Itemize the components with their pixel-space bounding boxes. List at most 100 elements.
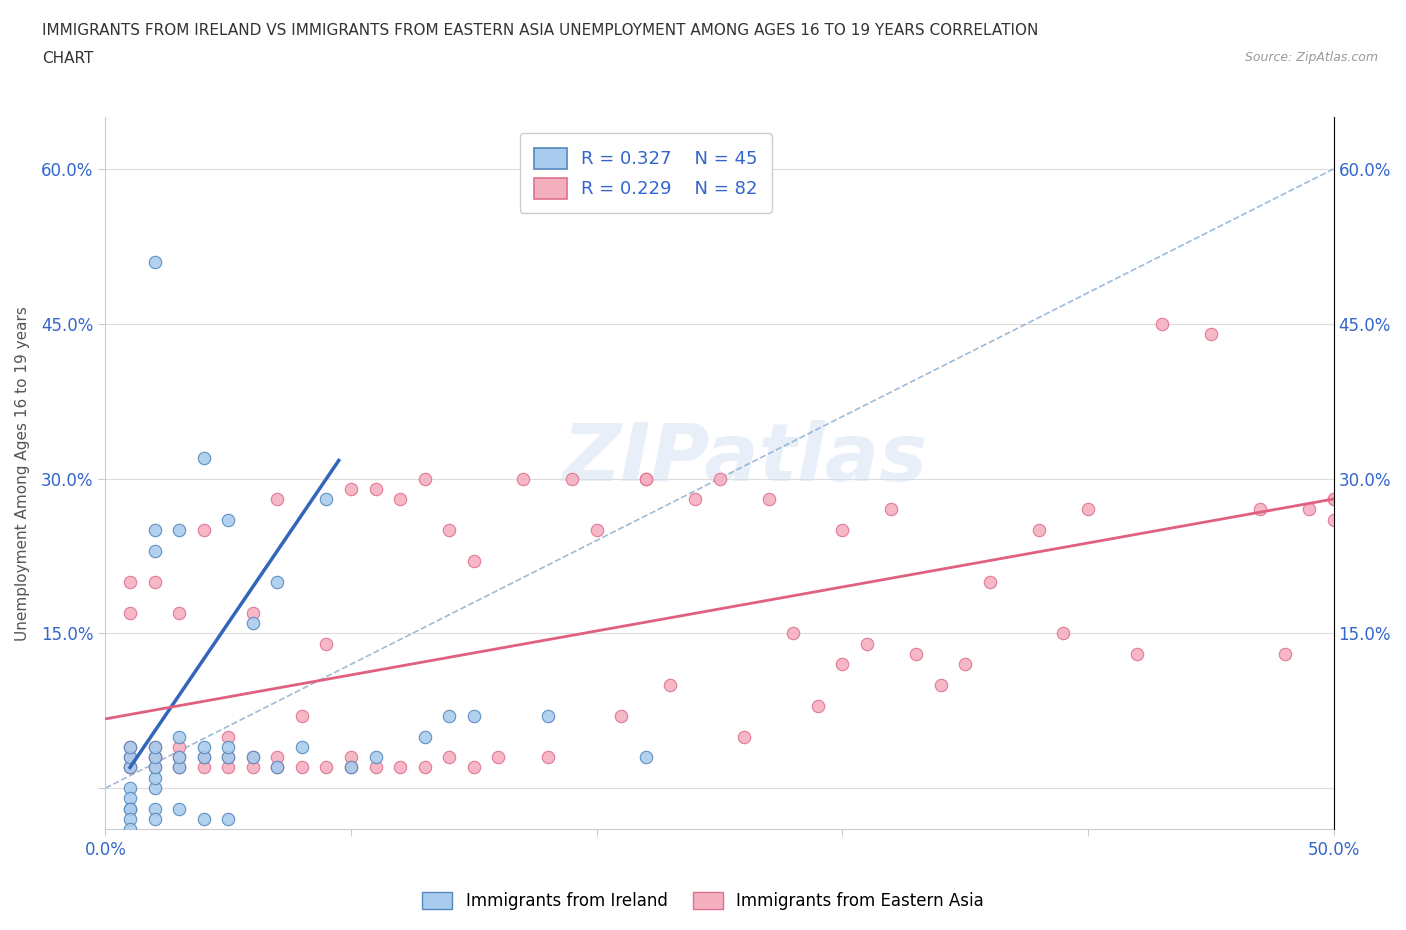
Point	[118, 812, 141, 827]
Point	[217, 750, 239, 764]
Point	[217, 760, 239, 775]
Point	[143, 780, 166, 795]
Point	[217, 739, 239, 754]
Point	[364, 760, 387, 775]
Point	[413, 729, 436, 744]
Point	[1126, 646, 1149, 661]
Point	[118, 802, 141, 817]
Point	[143, 574, 166, 589]
Point	[536, 750, 558, 764]
Point	[266, 760, 288, 775]
Point	[143, 750, 166, 764]
Point	[1274, 646, 1296, 661]
Point	[118, 760, 141, 775]
Point	[143, 543, 166, 558]
Point	[463, 760, 485, 775]
Point	[167, 760, 190, 775]
Point	[118, 802, 141, 817]
Point	[266, 750, 288, 764]
Point	[905, 646, 928, 661]
Point	[291, 760, 314, 775]
Point	[118, 791, 141, 806]
Point	[143, 760, 166, 775]
Point	[1323, 492, 1346, 507]
Point	[1150, 316, 1173, 331]
Point	[315, 636, 337, 651]
Point	[1323, 512, 1346, 527]
Point	[1249, 502, 1271, 517]
Point	[315, 492, 337, 507]
Point	[193, 450, 215, 465]
Y-axis label: Unemployment Among Ages 16 to 19 years: Unemployment Among Ages 16 to 19 years	[15, 306, 30, 641]
Point	[536, 709, 558, 724]
Point	[193, 750, 215, 764]
Text: Source: ZipAtlas.com: Source: ZipAtlas.com	[1244, 51, 1378, 64]
Point	[266, 574, 288, 589]
Point	[167, 729, 190, 744]
Point	[143, 760, 166, 775]
Point	[118, 750, 141, 764]
Point	[118, 760, 141, 775]
Point	[167, 605, 190, 620]
Text: ZIPatlas: ZIPatlas	[561, 420, 927, 498]
Point	[439, 750, 461, 764]
Point	[143, 750, 166, 764]
Point	[143, 750, 166, 764]
Point	[217, 729, 239, 744]
Point	[733, 729, 755, 744]
Point	[242, 760, 264, 775]
Point	[389, 760, 412, 775]
Point	[1077, 502, 1099, 517]
Point	[953, 657, 976, 671]
Point	[118, 574, 141, 589]
Point	[217, 812, 239, 827]
Point	[634, 472, 657, 486]
Point	[880, 502, 903, 517]
Point	[364, 482, 387, 497]
Point	[413, 472, 436, 486]
Point	[1199, 326, 1222, 341]
Point	[193, 760, 215, 775]
Point	[340, 760, 363, 775]
Point	[659, 677, 682, 692]
Point	[291, 739, 314, 754]
Point	[782, 626, 804, 641]
Point	[143, 523, 166, 538]
Point	[439, 523, 461, 538]
Point	[758, 492, 780, 507]
Point	[118, 760, 141, 775]
Point	[266, 760, 288, 775]
Legend: Immigrants from Ireland, Immigrants from Eastern Asia: Immigrants from Ireland, Immigrants from…	[416, 885, 990, 917]
Point	[167, 739, 190, 754]
Point	[217, 512, 239, 527]
Point	[439, 709, 461, 724]
Point	[266, 492, 288, 507]
Point	[167, 523, 190, 538]
Point	[217, 750, 239, 764]
Point	[143, 812, 166, 827]
Point	[193, 750, 215, 764]
Point	[389, 492, 412, 507]
Point	[167, 750, 190, 764]
Point	[118, 739, 141, 754]
Point	[634, 472, 657, 486]
Point	[242, 750, 264, 764]
Point	[340, 750, 363, 764]
Point	[118, 822, 141, 837]
Point	[1028, 523, 1050, 538]
Point	[929, 677, 952, 692]
Point	[118, 739, 141, 754]
Point	[1298, 502, 1320, 517]
Point	[1323, 492, 1346, 507]
Point	[143, 739, 166, 754]
Point	[512, 472, 534, 486]
Point	[118, 780, 141, 795]
Point	[167, 802, 190, 817]
Point	[831, 523, 853, 538]
Point	[193, 523, 215, 538]
Point	[143, 770, 166, 785]
Point	[463, 709, 485, 724]
Point	[193, 739, 215, 754]
Point	[291, 709, 314, 724]
Point	[242, 750, 264, 764]
